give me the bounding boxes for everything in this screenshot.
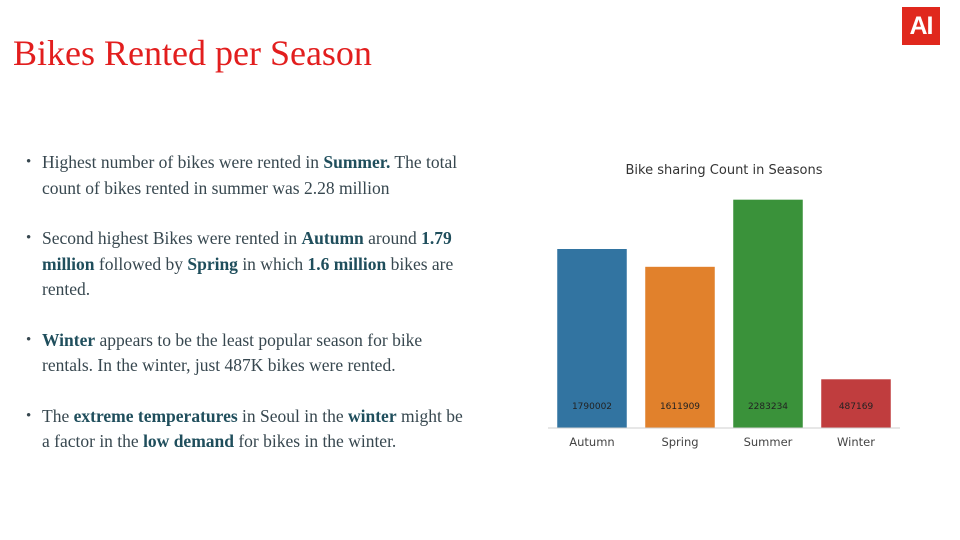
bullet-dot: • xyxy=(26,230,32,246)
x-tick-label: Spring xyxy=(661,435,698,449)
bullet-text: The xyxy=(42,405,74,426)
bullet-bold-text: low demand xyxy=(143,431,234,451)
brand-logo: AI xyxy=(902,7,940,45)
bullet-text: in which xyxy=(237,253,308,274)
bullet-text: The total count of bikes rented in summe… xyxy=(42,152,458,198)
bullet-item: • The extreme temperatures in Seoul in th… xyxy=(24,404,474,455)
bullet-bold-text: extreme temperatures xyxy=(73,405,238,426)
bullet-dot: • xyxy=(26,331,32,348)
bullet-bold-text: 1.79 million xyxy=(42,228,452,274)
bullet-dot: • xyxy=(26,407,32,424)
data-label: 1611909 xyxy=(660,402,700,412)
bullet-text: bikes are rented. xyxy=(42,253,454,300)
bar-chart: Bike sharing Count in Seasons 1790002 Autu… xyxy=(548,163,900,449)
bullet-text: in Seoul in the xyxy=(237,405,348,426)
bullet-bold-text: Winter xyxy=(42,329,96,350)
bullet-text: Second highest Bikes were rented in xyxy=(42,228,302,248)
bullet-bold-text: winter xyxy=(348,405,397,426)
slide-title: Bikes Rented per Season xyxy=(13,33,372,73)
bar-autumn xyxy=(557,248,627,428)
bar-summer xyxy=(733,199,803,428)
bullet-item: • Second highest Bikes were rented in Aut… xyxy=(24,226,474,303)
bullet-item: • Winter appears to be the least popular … xyxy=(24,328,474,379)
bullet-text: around xyxy=(363,228,422,248)
data-label: 2283234 xyxy=(748,402,788,412)
x-tick-label: Winter xyxy=(837,435,875,449)
x-tick-label: Summer xyxy=(744,435,793,449)
bullet-text: Highest number of bikes were rented in xyxy=(42,152,324,172)
bullet-text: might be a factor in the xyxy=(42,405,463,452)
bullet-text: appears to be the least popular season f… xyxy=(42,329,423,376)
bullet-bold-text: Autumn xyxy=(301,228,364,248)
bullet-list: • Highest number of bikes were rented in … xyxy=(24,150,474,480)
x-tick-label: Autumn xyxy=(569,435,614,449)
bullet-bold-text: Summer. xyxy=(323,152,391,172)
bar-winter xyxy=(821,379,891,428)
bullet-dot: • xyxy=(26,154,32,170)
data-label: 487169 xyxy=(839,402,874,412)
bullet-text: followed by xyxy=(94,253,188,274)
bullet-text: for bikes in the winter. xyxy=(233,431,397,451)
bullet-bold-text: Spring xyxy=(187,253,238,274)
chart-title: Bike sharing Count in Seasons xyxy=(626,163,823,178)
bar-spring xyxy=(645,266,715,428)
bullet-bold-text: 1.6 million xyxy=(307,253,387,274)
bullet-item: • Highest number of bikes were rented in … xyxy=(24,150,474,201)
data-label: 1790002 xyxy=(572,402,612,412)
